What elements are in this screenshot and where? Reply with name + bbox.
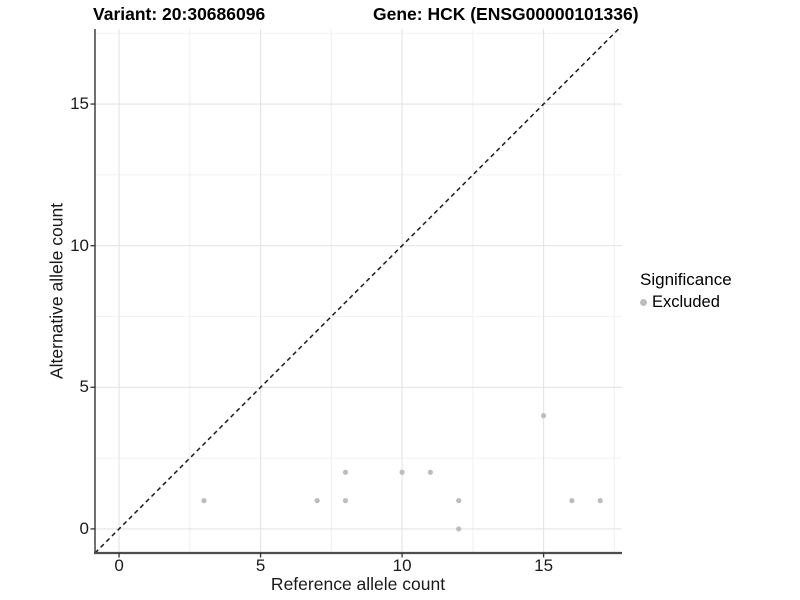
data-point (597, 498, 603, 504)
gene-title: Gene: HCK (ENSG00000101336) (373, 4, 639, 24)
x-tick-label: 5 (255, 556, 266, 575)
data-point (427, 469, 433, 475)
data-point (201, 498, 207, 504)
legend-item-excluded: Excluded (640, 293, 732, 312)
y-tick-label: 15 (70, 94, 89, 114)
data-point (342, 469, 349, 475)
legend-title: Significance (640, 270, 732, 289)
x-axis-title: Reference allele count (270, 574, 446, 594)
identity-line (94, 28, 620, 554)
legend-key-dot (640, 299, 647, 306)
legend-item-label: Excluded (652, 293, 720, 311)
data-point (314, 498, 320, 504)
y-axis-title: Alternative allele count (46, 202, 67, 380)
y-tick-label: 0 (79, 518, 89, 538)
x-tick-label: 0 (114, 556, 124, 575)
x-tick-label: 15 (534, 556, 554, 575)
data-point (541, 413, 547, 419)
y-tick-label: 5 (79, 377, 89, 397)
variant-title: Variant: 20:30686096 (93, 4, 266, 24)
data-point (399, 469, 405, 475)
data-point (342, 498, 349, 504)
data-point (456, 498, 462, 504)
legend: Significance Excluded (640, 270, 732, 312)
y-tick-label: 10 (70, 235, 89, 255)
data-point (456, 526, 462, 532)
x-tick-label: 10 (392, 556, 412, 575)
data-point (569, 498, 575, 504)
